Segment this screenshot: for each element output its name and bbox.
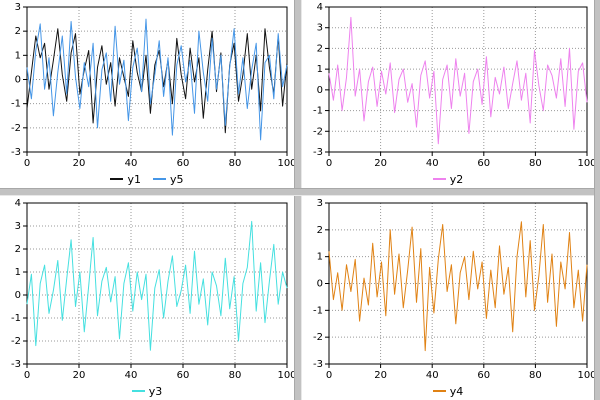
svg-text:100: 100 (277, 158, 294, 169)
svg-text:1: 1 (15, 267, 21, 278)
svg-text:4: 4 (15, 198, 21, 209)
horizontal-splitter[interactable] (0, 188, 594, 196)
legend-swatch-y1 (110, 178, 124, 180)
legend-label-y4: y4 (449, 384, 464, 398)
svg-text:80: 80 (529, 158, 542, 169)
svg-text:3: 3 (317, 198, 323, 209)
legend-label-y2: y2 (449, 172, 464, 186)
svg-text:-1: -1 (313, 106, 323, 117)
svg-text:-3: -3 (11, 359, 21, 370)
svg-text:0: 0 (24, 370, 30, 381)
svg-text:60: 60 (477, 370, 490, 381)
legend-item-y1: y1 (110, 173, 141, 186)
svg-text:1: 1 (317, 64, 323, 75)
svg-text:20: 20 (73, 158, 86, 169)
svg-text:20: 20 (374, 158, 387, 169)
svg-text:3: 3 (317, 23, 323, 34)
svg-text:20: 20 (73, 370, 86, 381)
svg-text:80: 80 (229, 370, 242, 381)
svg-text:4: 4 (317, 2, 323, 13)
svg-text:60: 60 (477, 158, 490, 169)
svg-text:-3: -3 (313, 359, 323, 370)
svg-text:60: 60 (177, 158, 190, 169)
svg-text:80: 80 (529, 370, 542, 381)
legend-item-y4: y4 (432, 384, 464, 398)
legend-item-y3: y3 (131, 384, 163, 398)
svg-text:100: 100 (577, 370, 594, 381)
chart-panel-y1-y5: 3 2 1 0 -1 -2 -3 0 20 40 60 80 100 y1 y5 (0, 0, 294, 188)
svg-text:0: 0 (15, 75, 21, 86)
svg-text:2: 2 (317, 43, 323, 54)
svg-text:-1: -1 (11, 99, 21, 110)
svg-text:-1: -1 (313, 305, 323, 316)
svg-text:20: 20 (374, 370, 387, 381)
legend-swatch-y2 (432, 178, 446, 180)
svg-text:-1: -1 (11, 313, 21, 324)
chart-panel-y4: 3 2 1 0 -1 -2 -3 0 20 40 60 80 100 y4 (302, 196, 594, 400)
legend-label-y3: y3 (148, 384, 163, 398)
right-splitter[interactable] (594, 0, 600, 400)
legend-item-y5: y5 (153, 173, 184, 186)
svg-text:40: 40 (426, 370, 439, 381)
svg-text:80: 80 (229, 158, 242, 169)
legend-swatch-y3 (131, 390, 145, 392)
svg-text:-2: -2 (313, 126, 323, 137)
legend-item-y2: y2 (432, 172, 464, 186)
chart-panel-y2: 4 3 2 1 0 -1 -2 -3 0 20 40 60 80 100 y2 (302, 0, 594, 188)
svg-text:0: 0 (326, 158, 332, 169)
svg-text:100: 100 (577, 158, 594, 169)
svg-text:3: 3 (15, 2, 21, 13)
legend-y2: y2 (302, 170, 594, 188)
svg-text:1: 1 (317, 252, 323, 263)
svg-text:-2: -2 (11, 123, 21, 134)
svg-text:0: 0 (317, 85, 323, 96)
svg-text:40: 40 (426, 158, 439, 169)
svg-text:60: 60 (177, 370, 190, 381)
legend-y1-y5: y1 y5 (0, 170, 294, 188)
legend-label-y5: y5 (170, 172, 184, 186)
svg-text:40: 40 (125, 370, 138, 381)
chart-panel-y3: 4 3 2 1 0 -1 -2 -3 0 20 40 60 80 100 y3 (0, 196, 294, 400)
svg-text:1: 1 (15, 50, 21, 61)
svg-text:0: 0 (15, 290, 21, 301)
svg-text:3: 3 (15, 221, 21, 232)
svg-text:0: 0 (24, 158, 30, 169)
svg-text:2: 2 (15, 26, 21, 37)
svg-text:2: 2 (15, 244, 21, 255)
legend-label-y1: y1 (127, 172, 141, 186)
legend-y4: y4 (302, 382, 594, 400)
svg-text:100: 100 (277, 370, 294, 381)
vertical-splitter[interactable] (294, 0, 302, 400)
legend-swatch-y4 (432, 390, 446, 392)
legend-y3: y3 (0, 382, 294, 400)
svg-text:2: 2 (317, 225, 323, 236)
legend-swatch-y5 (153, 178, 166, 180)
svg-text:-2: -2 (313, 332, 323, 343)
svg-text:0: 0 (317, 279, 323, 290)
svg-text:0: 0 (326, 370, 332, 381)
svg-text:40: 40 (125, 158, 138, 169)
svg-text:-2: -2 (11, 336, 21, 347)
svg-text:-3: -3 (11, 147, 21, 158)
svg-text:-3: -3 (313, 147, 323, 158)
